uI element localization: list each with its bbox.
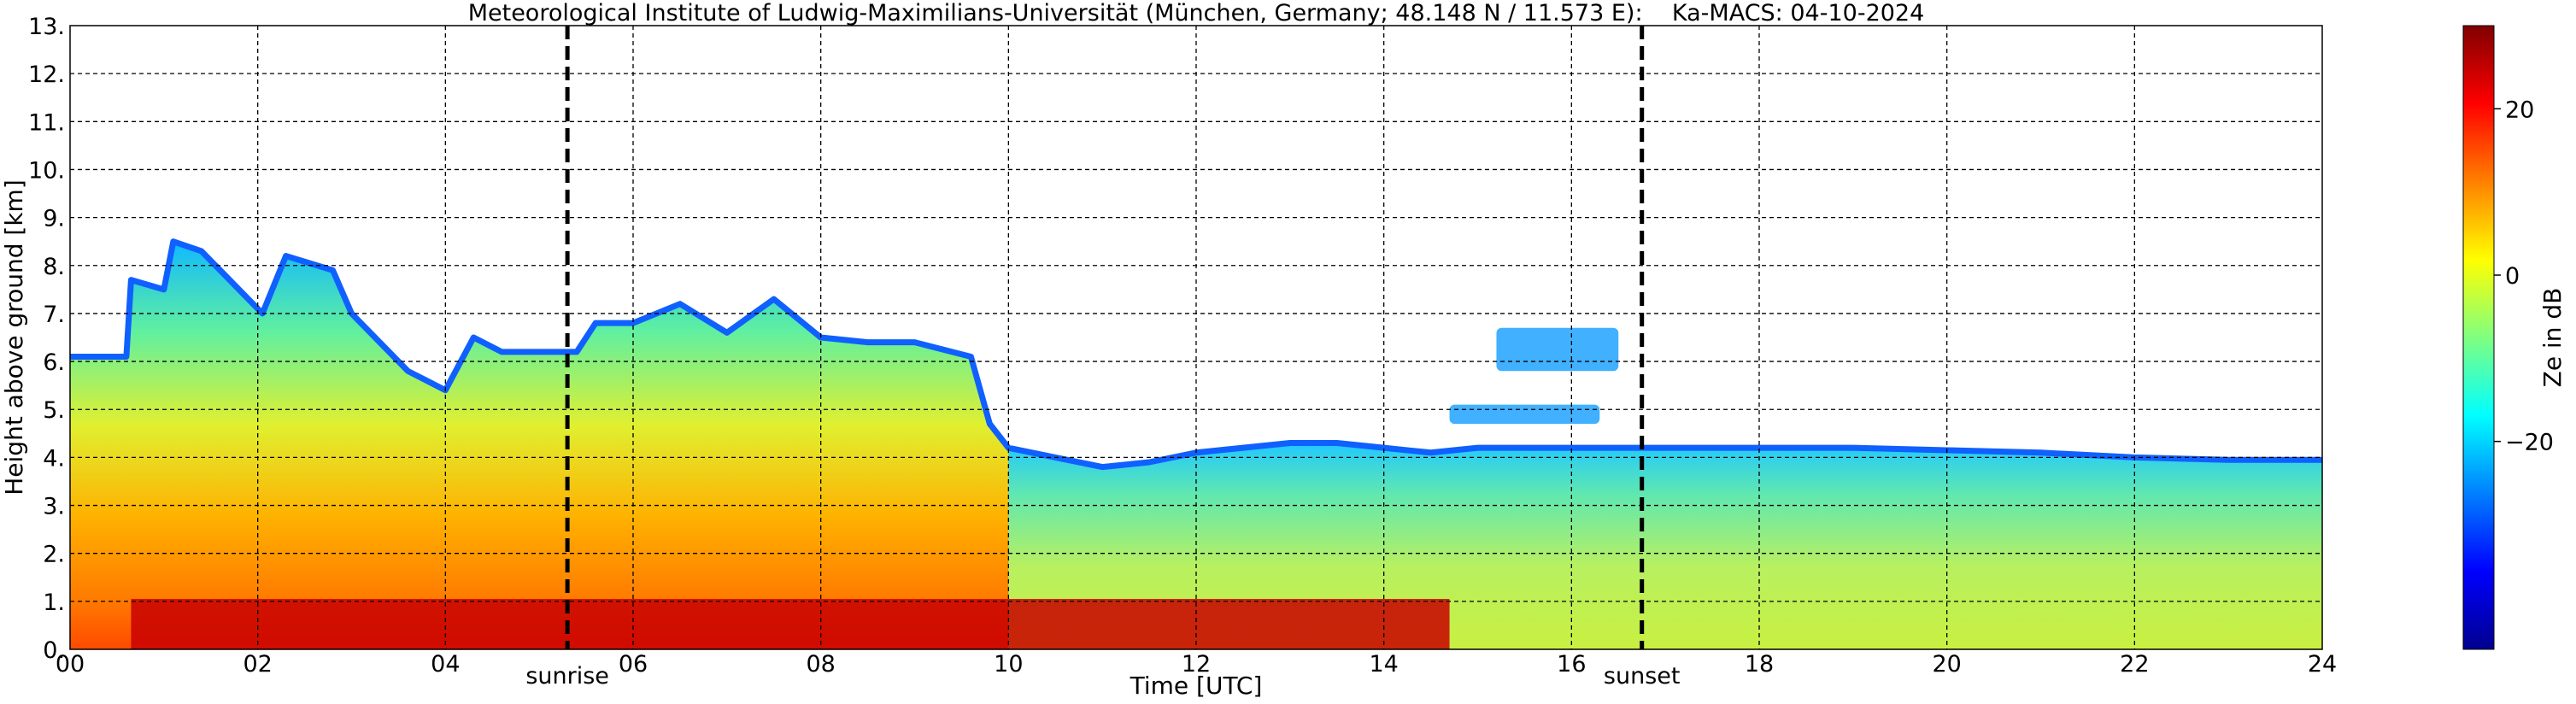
chart-title: Meteorological Institute of Ludwig-Maxim… xyxy=(468,0,1925,26)
x-tick-label: 22 xyxy=(2120,651,2149,678)
y-tick-label: 7. xyxy=(43,302,65,328)
x-tick-labels: 00 02 04 06 08 10 12 14 16 18 20 22 24 xyxy=(56,651,2337,678)
x-axis-label: Time [UTC] xyxy=(1130,672,1263,700)
colorbar-tick-label: 20 xyxy=(2505,97,2534,123)
x-tick-label: 12 xyxy=(1182,651,1211,678)
isolated-cloud xyxy=(1449,404,1600,425)
plot-frame xyxy=(69,25,2323,650)
y-tick-label: 10. xyxy=(28,157,65,184)
colorbar-label: Ze in dB xyxy=(2538,288,2567,388)
sunrise-label: sunrise xyxy=(525,663,609,689)
bright-band xyxy=(131,599,1450,649)
sunset-label: sunset xyxy=(1604,663,1681,689)
y-tick-label: 13. xyxy=(28,14,65,40)
echo-region-weak xyxy=(1008,443,2322,649)
x-tick-label: 18 xyxy=(1745,651,1774,678)
y-tick-label: 12. xyxy=(28,62,65,88)
x-gridlines xyxy=(257,26,2135,649)
x-tick-label: 02 xyxy=(243,651,272,678)
echo-top-edge xyxy=(70,238,2322,471)
y-tick-label: 4. xyxy=(43,445,65,472)
y-tick-label: 6. xyxy=(43,349,65,376)
x-tick-label: 06 xyxy=(619,651,648,678)
y-axis-label: Height above ground [km] xyxy=(0,179,28,496)
y-tick-label: 5. xyxy=(43,397,65,424)
y-tick-label: 11. xyxy=(28,109,65,136)
x-tick-label: 08 xyxy=(806,651,835,678)
x-tick-label: 00 xyxy=(56,651,85,678)
isolated-cloud xyxy=(1496,327,1619,372)
x-tick-label: 20 xyxy=(1932,651,1961,678)
y-tick-label: 9. xyxy=(43,206,65,232)
y-tick-label: 0. xyxy=(43,637,65,664)
colorbar xyxy=(2462,25,2495,650)
x-tick-label: 04 xyxy=(431,651,460,678)
y-tick-label: 2. xyxy=(43,542,65,568)
colorbar-tick-label: −20 xyxy=(2505,430,2554,456)
colorbar-tick-label: 0 xyxy=(2505,263,2520,290)
x-tick-label: 10 xyxy=(994,651,1023,678)
y-tick-label: 3. xyxy=(43,494,65,520)
y-tick-labels: 0. 1. 2. 3. 4. 5. 6. 7. 8. 9. 10. 11. 12. 13. xyxy=(28,14,65,664)
x-tick-label: 16 xyxy=(1557,651,1586,678)
x-tick-label: 14 xyxy=(1369,651,1398,678)
x-tick-label: 24 xyxy=(2308,651,2337,678)
y-tick-label: 1. xyxy=(43,590,65,616)
y-gridlines xyxy=(70,73,2322,602)
sun-lines: sunrise sunset xyxy=(525,26,1680,689)
colorbar-ticks: 20 0 −20 xyxy=(2494,97,2554,456)
y-tick-label: 8. xyxy=(43,254,65,280)
